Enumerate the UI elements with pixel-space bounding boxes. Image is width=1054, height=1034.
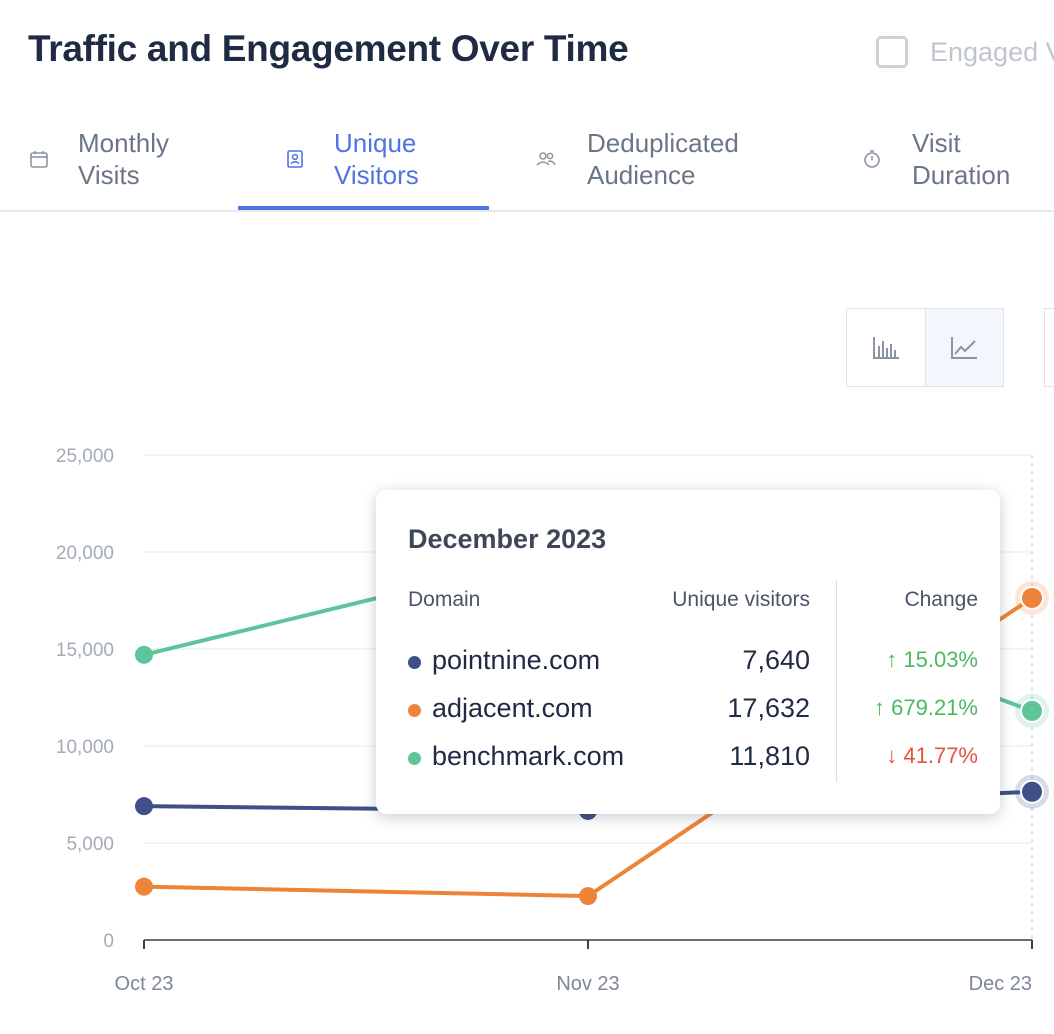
y-tick-label: 0 bbox=[103, 931, 114, 952]
line-chart-option[interactable] bbox=[924, 309, 1003, 386]
data-point bbox=[579, 887, 597, 906]
chart-tooltip: December 2023 Domain Unique visitors Cha… bbox=[376, 490, 1000, 814]
tooltip-title: December 2023 bbox=[408, 524, 607, 554]
arrow-down-icon: ↓ bbox=[886, 743, 898, 768]
stopwatch-icon bbox=[861, 148, 883, 170]
line-chart-icon bbox=[951, 336, 978, 359]
y-tick-label: 5,000 bbox=[66, 834, 114, 855]
x-tick-label: Oct 23 bbox=[115, 973, 174, 995]
data-point-highlight bbox=[1020, 779, 1044, 804]
tab-label: Unique Visitors bbox=[334, 128, 419, 190]
engaged-visits-toggle[interactable]: Engaged V bbox=[876, 34, 1054, 70]
id-badge-icon bbox=[284, 148, 306, 170]
arrow-up-icon: ↑ bbox=[874, 695, 886, 720]
tooltip-value: 17,632 bbox=[727, 693, 810, 723]
data-point bbox=[135, 797, 153, 816]
tab-deduplicated-audience[interactable]: Deduplicated Audience bbox=[535, 110, 739, 208]
tooltip-domain: adjacent.com bbox=[432, 693, 593, 723]
y-tick-label: 15,000 bbox=[56, 640, 114, 661]
chart-type-toggle bbox=[846, 308, 1004, 387]
engaged-label: Engaged V bbox=[930, 36, 1054, 67]
tooltip-domain: benchmark.com bbox=[432, 741, 625, 771]
y-tick-label: 25,000 bbox=[56, 446, 114, 467]
tooltip-value: 11,810 bbox=[729, 741, 810, 771]
arrow-up-icon: ↑ bbox=[886, 647, 898, 672]
tab-unique-visitors[interactable]: Unique Visitors bbox=[238, 110, 489, 210]
series-dot bbox=[408, 704, 421, 717]
bar-chart-option[interactable] bbox=[847, 309, 925, 386]
data-point bbox=[135, 877, 153, 896]
data-point-highlight bbox=[1020, 585, 1044, 610]
calendar-icon bbox=[28, 148, 50, 170]
metric-tabs: Monthly Visits Unique Visitors Deduplica… bbox=[0, 110, 1054, 212]
data-point-highlight bbox=[1020, 698, 1044, 723]
tab-label: Deduplicated Audience bbox=[587, 128, 739, 190]
tab-visit-duration[interactable]: Visit Duration bbox=[861, 110, 1010, 208]
tab-label: Visit Duration bbox=[912, 128, 1011, 190]
tooltip-value: 7,640 bbox=[742, 645, 810, 675]
tab-label: Monthly Visits bbox=[78, 128, 170, 190]
x-tick-label: Nov 23 bbox=[556, 973, 619, 995]
tooltip-change: ↓ 41.77% bbox=[886, 743, 978, 768]
tooltip-header-change: Change bbox=[904, 588, 978, 611]
tooltip-row: adjacent.com 17,632 ↑ 679.21% bbox=[408, 691, 978, 731]
tooltip-change: ↑ 679.21% bbox=[874, 695, 978, 720]
tooltip-row: benchmark.com 11,810 ↓ 41.77% bbox=[408, 739, 978, 779]
more-options-button[interactable] bbox=[1044, 308, 1054, 387]
y-tick-label: 10,000 bbox=[56, 737, 114, 758]
tooltip-header-visitors: Unique visitors bbox=[672, 588, 810, 611]
tooltip-row: pointnine.com 7,640 ↑ 15.03% bbox=[408, 643, 978, 683]
tab-monthly-visits[interactable]: Monthly Visits bbox=[28, 110, 169, 208]
tooltip-change: ↑ 15.03% bbox=[886, 647, 978, 672]
x-tick-label: Dec 23 bbox=[969, 973, 1032, 995]
page-title: Traffic and Engagement Over Time bbox=[28, 28, 629, 69]
engaged-checkbox[interactable] bbox=[876, 36, 908, 68]
tooltip-domain: pointnine.com bbox=[432, 645, 601, 675]
y-tick-label: 20,000 bbox=[56, 543, 114, 564]
users-icon bbox=[535, 148, 557, 170]
bar-chart-icon bbox=[872, 336, 899, 359]
tooltip-header-domain: Domain bbox=[408, 588, 481, 611]
tooltip-divider bbox=[836, 580, 837, 782]
series-dot bbox=[408, 752, 421, 765]
data-point bbox=[135, 645, 153, 664]
series-dot bbox=[408, 656, 421, 669]
